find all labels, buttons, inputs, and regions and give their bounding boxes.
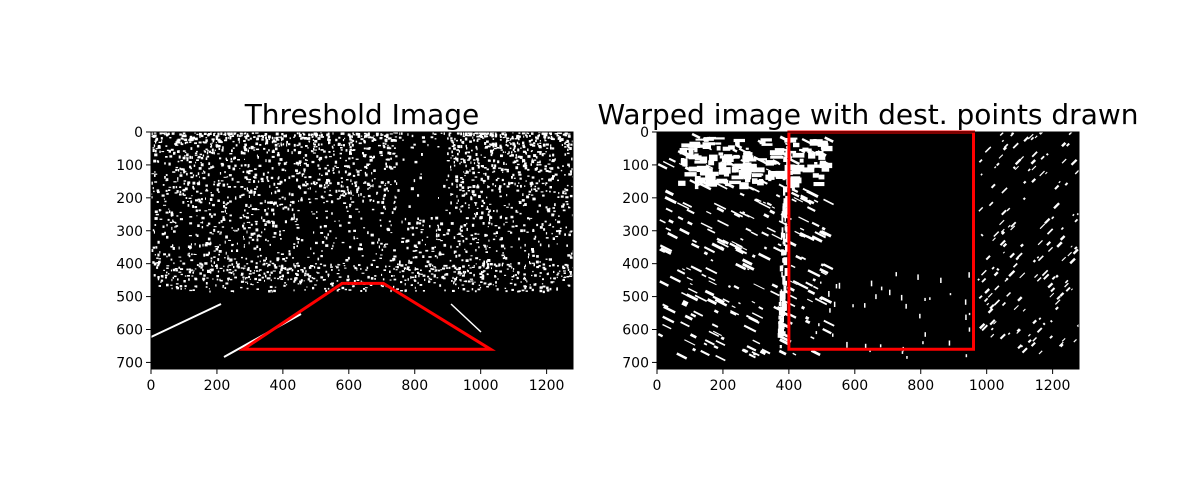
threshold-overlay-polygon	[238, 281, 496, 351]
warped-x-tick-label: 600	[841, 378, 868, 394]
threshold-x-tick-label: 0	[147, 378, 156, 394]
threshold-y-tick-label: 400	[116, 257, 143, 273]
threshold-axes-frame	[150, 131, 574, 370]
warped-x-tick-label: 0	[653, 378, 662, 394]
warped-y-tick-label: 100	[622, 158, 649, 174]
warped-x-tick-label: 1200	[1035, 378, 1071, 394]
warped-y-tick-label: 700	[622, 355, 649, 371]
threshold-y-tick-label: 0	[134, 125, 143, 141]
threshold-image-pixels	[150, 132, 576, 358]
threshold-y-tick-label: 300	[116, 224, 143, 240]
warped-y-tick-label: 300	[622, 224, 649, 240]
warped-y-tick-label: 200	[622, 191, 649, 207]
warped-axes-frame	[656, 131, 1080, 370]
warped-x-tick-label: 1000	[969, 378, 1005, 394]
threshold-y-tick-label: 100	[116, 158, 143, 174]
threshold-y-tick-label: 500	[116, 290, 143, 306]
threshold-y-tick-label: 200	[116, 191, 143, 207]
threshold-title: Threshold Image	[244, 98, 480, 131]
threshold-x-tick-label: 1000	[463, 378, 499, 394]
warped-x-tick-label: 800	[907, 378, 934, 394]
warped-x-tick-label: 200	[710, 378, 737, 394]
warped-title: Warped image with dest. points drawn	[597, 98, 1138, 131]
warped-image-pixels	[657, 128, 1081, 362]
threshold-x-tick-label: 600	[335, 378, 362, 394]
warped-x-tick-label: 400	[776, 378, 803, 394]
warped-y-tick-label: 400	[622, 257, 649, 273]
threshold-y-tick-label: 700	[116, 355, 143, 371]
warped-y-tick-label: 600	[622, 323, 649, 339]
threshold-y-tick-label: 600	[116, 323, 143, 339]
threshold-x-tick-label: 200	[204, 378, 231, 394]
warped-y-tick-label: 500	[622, 290, 649, 306]
warped-y-tick-label: 0	[640, 125, 649, 141]
threshold-image-panel: Threshold Image 0 200 400 600 800 1000 1200 0 100…	[116, 98, 576, 394]
threshold-x-tick-label: 800	[401, 378, 428, 394]
threshold-x-tick-label: 400	[270, 378, 297, 394]
threshold-x-tick-label: 1200	[529, 378, 565, 394]
